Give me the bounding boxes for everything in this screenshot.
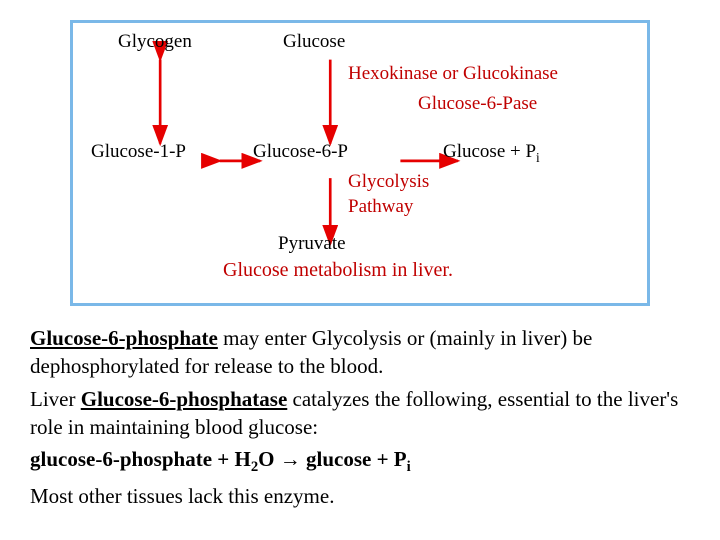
- enzyme-hexokinase: Hexokinase or Glucokinase: [348, 63, 558, 85]
- node-glucose-pi: Glucose + Pi: [443, 141, 540, 166]
- paragraph-1: Glucose-6-phosphate may enter Glycolysis…: [30, 324, 690, 381]
- diagram-caption: Glucose metabolism in liver.: [223, 259, 453, 282]
- node-pyruvate: Pyruvate: [278, 233, 346, 255]
- reaction-mid: O → glucose + P: [258, 447, 406, 471]
- paragraph-3: Most other tissues lack this enzyme.: [30, 482, 690, 510]
- enzyme-glycolysis-2: Pathway: [348, 196, 413, 218]
- node-glycogen: Glycogen: [118, 31, 192, 53]
- metabolism-diagram: Glycogen Glucose Glucose-1-P Glucose-6-P…: [70, 20, 650, 306]
- reaction-left: glucose-6-phosphate + H: [30, 447, 251, 471]
- p2-pre: Liver: [30, 387, 81, 411]
- node-glucose-pi-sub: i: [536, 150, 540, 165]
- node-g1p: Glucose-1-P: [91, 141, 186, 163]
- enzyme-g6pase: Glucose-6-Pase: [418, 93, 537, 115]
- node-g6p: Glucose-6-P: [253, 141, 348, 163]
- node-glucose-pi-text: Glucose + P: [443, 141, 536, 162]
- term-g6pase: Glucose-6-phosphatase: [81, 387, 288, 411]
- reaction-equation: glucose-6-phosphate + H2O → glucose + Pi: [30, 445, 690, 478]
- enzyme-glycolysis-1: Glycolysis: [348, 171, 429, 193]
- term-g6p: Glucose-6-phosphate: [30, 326, 218, 350]
- node-glucose: Glucose: [283, 31, 345, 53]
- paragraph-2: Liver Glucose-6-phosphatase catalyzes th…: [30, 385, 690, 442]
- reaction-sub2: i: [407, 460, 411, 476]
- body-text: Glucose-6-phosphate may enter Glycolysis…: [30, 324, 690, 511]
